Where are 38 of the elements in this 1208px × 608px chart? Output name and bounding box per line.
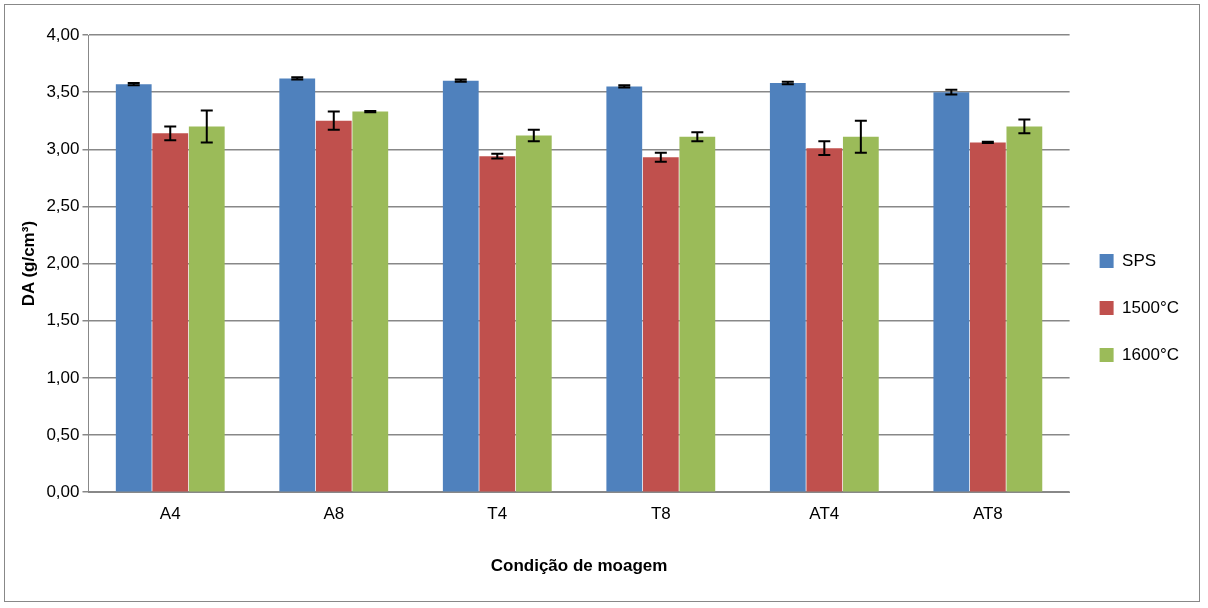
bar: [188, 126, 225, 492]
legend-label: 1500°C: [1122, 297, 1180, 317]
bar: [279, 78, 316, 492]
y-tick-label: 2,00: [46, 253, 80, 273]
y-tick-label: 1,00: [46, 367, 80, 387]
y-tick-label: 4,00: [46, 24, 80, 44]
x-tick-label: A8: [323, 504, 345, 524]
bar: [769, 83, 806, 492]
bar: [806, 148, 843, 492]
x-tick-label: T8: [650, 504, 671, 524]
y-tick-label: 1,50: [46, 310, 80, 330]
y-tick-label: 0,50: [46, 424, 80, 444]
bar: [969, 142, 1006, 492]
x-tick-label: A4: [159, 504, 181, 524]
x-axis-title: Condição de moagem: [490, 556, 668, 576]
bar: [642, 157, 679, 492]
bar: [515, 135, 552, 492]
bar: [479, 156, 516, 492]
x-tick-label: T4: [487, 504, 508, 524]
y-tick-label: 3,00: [46, 138, 80, 158]
y-tick-label: 3,50: [46, 81, 80, 101]
bar: [606, 86, 643, 492]
bar: [442, 80, 479, 492]
bar: [315, 120, 352, 492]
bar: [679, 136, 716, 492]
bar: [352, 111, 389, 492]
bar: [152, 133, 189, 492]
y-axis-title: DA (g/cm³): [18, 220, 38, 307]
x-tick-label: AT4: [809, 504, 840, 524]
bar: [1006, 126, 1043, 492]
y-tick-label: 2,50: [46, 196, 80, 216]
legend-label: 1600°C: [1122, 344, 1180, 364]
legend-label: SPS: [1122, 250, 1157, 270]
bar: [842, 136, 879, 492]
x-tick-label: AT8: [972, 504, 1003, 524]
y-tick-label: 0,00: [46, 481, 80, 501]
bar: [115, 84, 152, 492]
bar: [933, 92, 970, 492]
